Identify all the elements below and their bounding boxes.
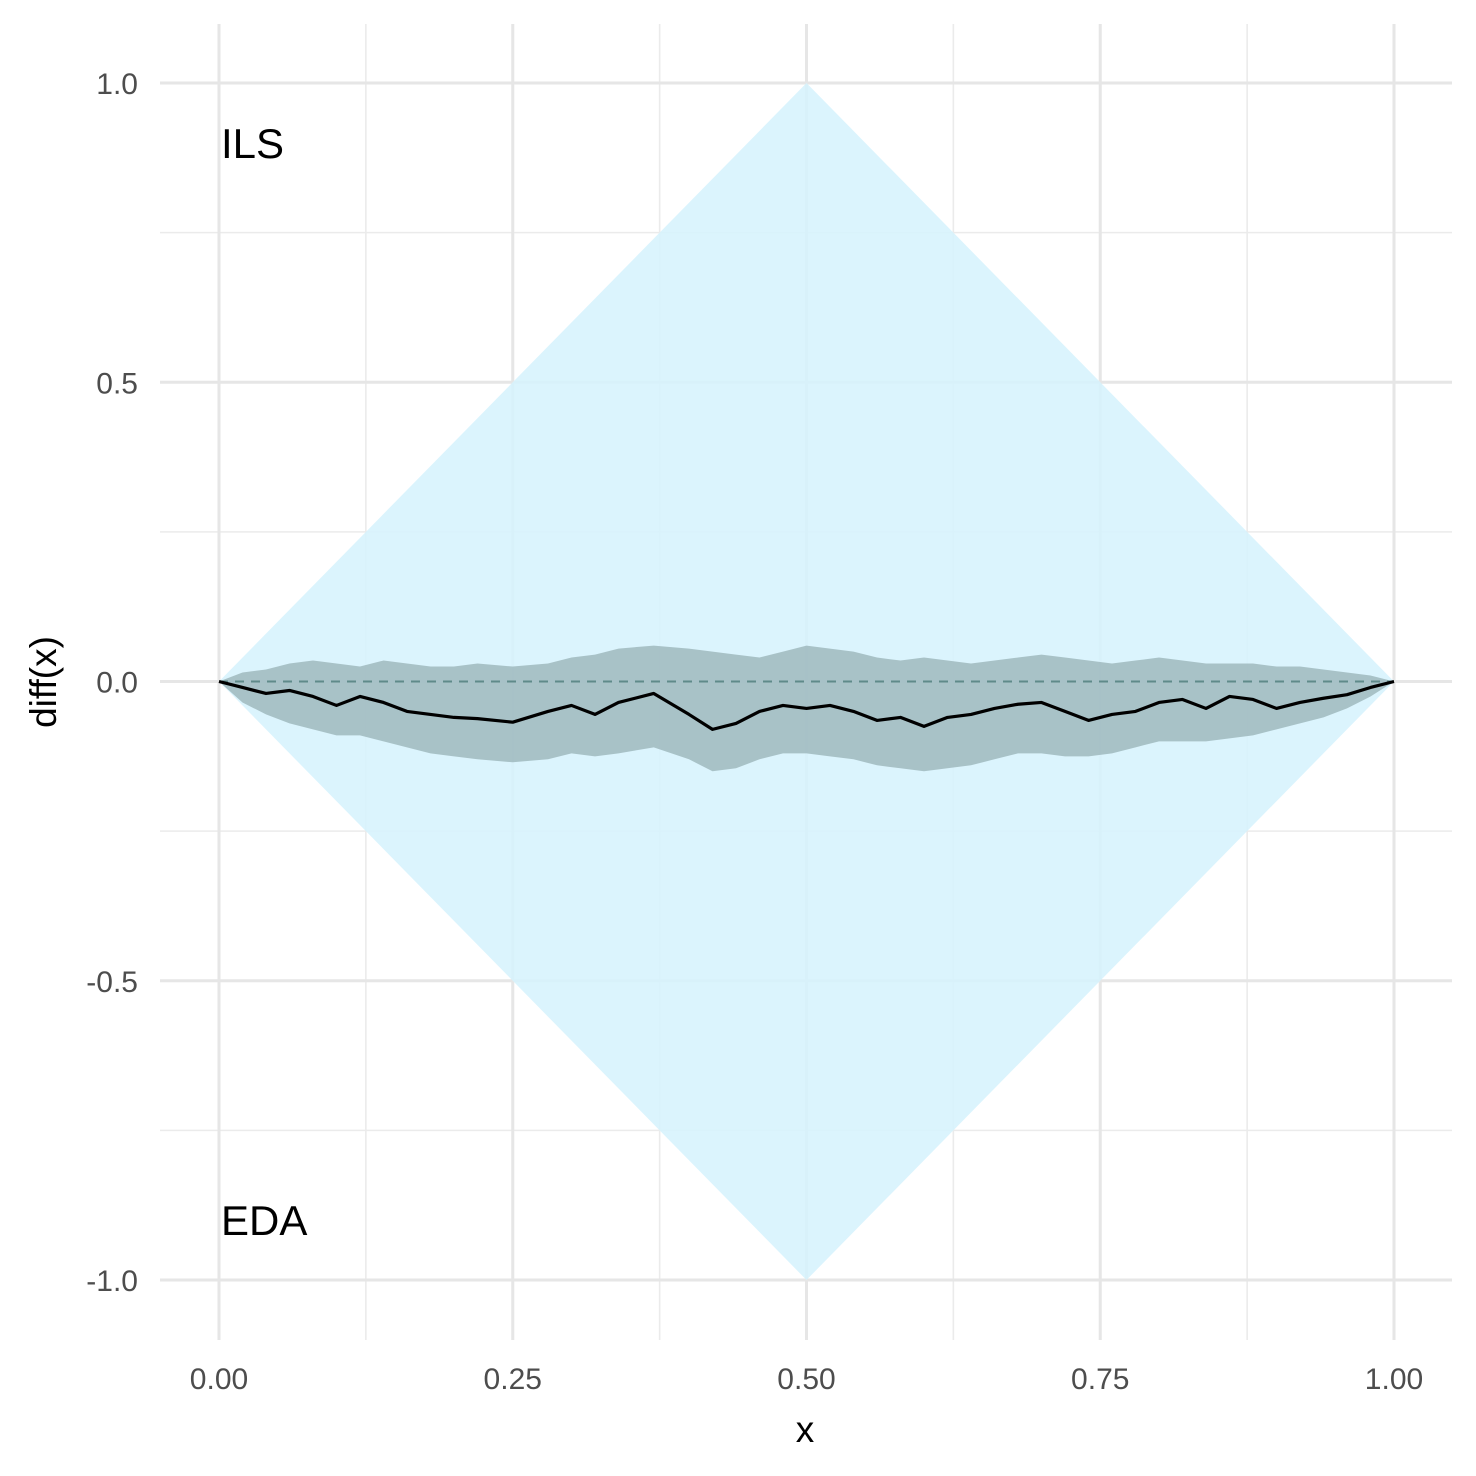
y-tick-label: 1.0 <box>96 68 138 101</box>
y-tick-labels: 1.0 0.5 0.0 -0.5 -1.0 <box>86 68 138 1298</box>
x-tick-label: 0.75 <box>1071 1363 1129 1396</box>
x-axis-title: x <box>796 1409 815 1450</box>
x-tick-label: 0.50 <box>777 1363 835 1396</box>
annotation-eda: EDA <box>221 1197 307 1244</box>
annotation-ils: ILS <box>221 120 284 167</box>
y-tick-label: 0.0 <box>96 667 138 700</box>
x-tick-label: 0.00 <box>190 1363 248 1396</box>
y-tick-label: -1.0 <box>86 1265 138 1298</box>
y-tick-label: 0.5 <box>96 367 138 400</box>
x-tick-label: 1.00 <box>1365 1363 1423 1396</box>
y-tick-label: -0.5 <box>86 966 138 999</box>
x-tick-labels: 0.00 0.25 0.50 0.75 1.00 <box>190 1363 1423 1396</box>
x-tick-label: 0.25 <box>484 1363 542 1396</box>
y-axis-title: diff(x) <box>23 636 64 728</box>
